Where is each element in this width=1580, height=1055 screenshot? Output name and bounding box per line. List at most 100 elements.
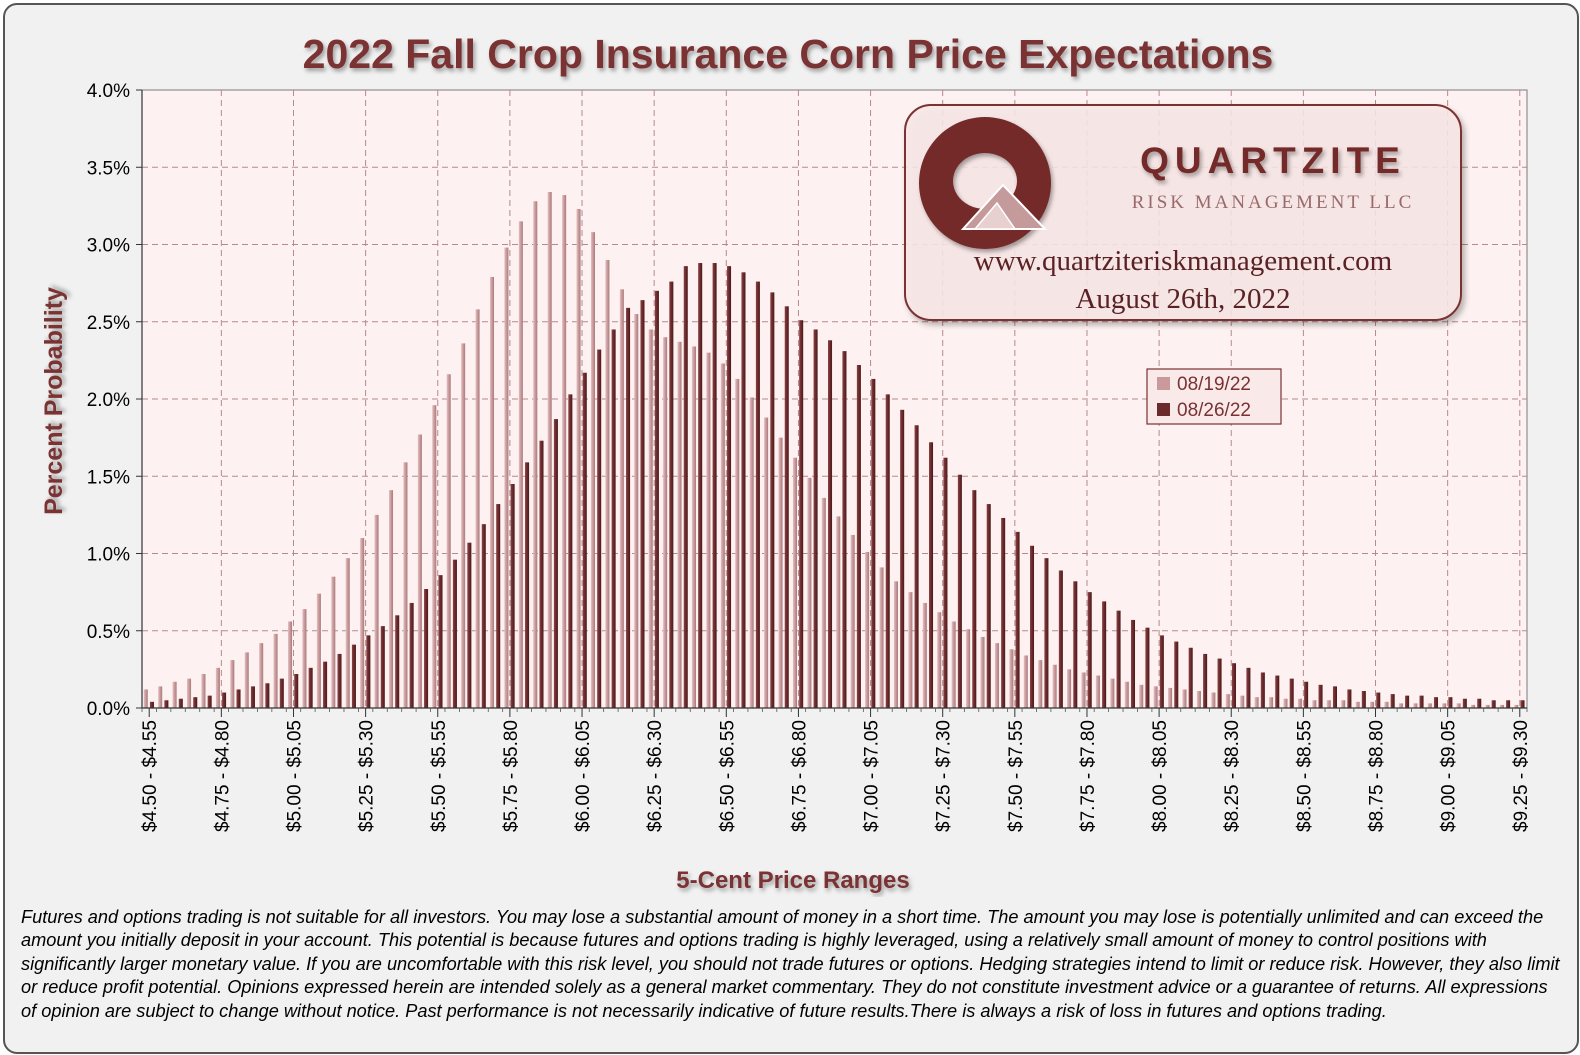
bar-08-19-22 [1182, 689, 1187, 708]
bar-08-19-22 [1095, 675, 1100, 708]
bar-08-19-22 [619, 289, 624, 708]
bar-08-26-22 [1448, 697, 1453, 708]
bar-08-26-22 [380, 626, 385, 708]
bar-08-26-22 [424, 589, 429, 708]
bar-08-19-22 [922, 602, 927, 708]
y-tick-label: 0.0% [87, 699, 130, 720]
bar-08-19-22 [403, 462, 408, 708]
bar-08-26-22 [337, 653, 342, 708]
bar-08-26-22 [885, 394, 890, 708]
bar-08-19-22 [706, 352, 711, 708]
bar-08-26-22 [1376, 692, 1381, 708]
bar-08-26-22 [222, 692, 227, 708]
bar-08-19-22 [836, 516, 841, 708]
bar-08-19-22 [576, 208, 581, 708]
bar-08-26-22 [438, 575, 443, 708]
bar-08-26-22 [986, 504, 991, 708]
bar-08-19-22 [1269, 697, 1274, 708]
bar-08-19-22 [850, 534, 855, 708]
bar-08-19-22 [980, 636, 985, 708]
bar-08-19-22 [489, 276, 495, 708]
bar-08-26-22 [1130, 619, 1136, 708]
bar-08-19-22 [865, 551, 870, 708]
bar-08-26-22 [1015, 531, 1020, 708]
bar-08-19-22 [1355, 701, 1360, 708]
bar-08-19-22 [201, 674, 206, 708]
bar-08-19-22 [1225, 694, 1230, 708]
x-tick-label: $8.25 - $8.30 [1222, 720, 1243, 832]
bar-08-26-22 [741, 272, 746, 708]
bar-08-26-22 [784, 306, 789, 708]
bar-08-26-22 [1029, 545, 1035, 708]
bar-08-19-22 [504, 247, 509, 708]
bar-08-19-22 [1456, 703, 1461, 708]
bar-08-26-22 [496, 504, 501, 708]
bar-08-19-22 [547, 191, 552, 709]
bar-08-26-22 [1491, 700, 1496, 708]
bar-08-19-22 [821, 497, 826, 708]
bar-08-26-22 [871, 378, 876, 708]
bar-08-26-22 [1260, 672, 1265, 708]
bar-08-19-22 [143, 689, 148, 708]
legend-label-0819: 08/19/22 [1177, 374, 1251, 395]
bar-08-19-22 [1442, 703, 1447, 708]
bar-08-19-22 [388, 490, 394, 708]
logo-box: QUARTZITE RISK MANAGEMENT LLC www.quartz… [904, 104, 1462, 321]
y-tick-label: 3.0% [87, 236, 130, 257]
bar-08-19-22 [331, 576, 336, 708]
bar-08-19-22 [1471, 704, 1476, 708]
bar-08-19-22 [691, 346, 696, 708]
bar-08-26-22 [1102, 601, 1107, 708]
y-tick-label: 3.5% [87, 158, 130, 179]
y-tick-label: 0.5% [87, 622, 130, 643]
bar-08-26-22 [1405, 695, 1410, 708]
bar-08-26-22 [467, 542, 472, 708]
bar-08-19-22 [807, 477, 812, 708]
bar-08-26-22 [1174, 641, 1179, 708]
bar-08-26-22 [1217, 658, 1222, 708]
bar-08-26-22 [1390, 694, 1395, 708]
x-tick-label: $9.25 - $9.30 [1511, 720, 1532, 832]
bar-08-26-22 [553, 419, 558, 708]
bar-08-19-22 [937, 612, 942, 708]
bar-08-19-22 [461, 343, 466, 708]
bar-08-26-22 [279, 678, 284, 708]
bar-08-26-22 [727, 266, 732, 708]
bar-08-26-22 [972, 490, 977, 708]
bar-08-26-22 [1145, 627, 1150, 708]
bar-08-26-22 [366, 635, 371, 708]
bar-08-26-22 [1332, 686, 1337, 708]
bar-08-19-22 [1312, 700, 1317, 708]
bar-08-19-22 [720, 363, 725, 708]
bar-08-19-22 [1341, 700, 1346, 708]
x-tick-label: $4.75 - $4.80 [212, 720, 233, 832]
x-tick-label: $7.75 - $7.80 [1078, 720, 1099, 832]
bar-08-19-22 [677, 341, 682, 708]
x-tick-label: $6.25 - $6.30 [645, 720, 666, 832]
chart: 2022 Fall Crop Insurance Corn Price Expe… [40, 31, 1532, 894]
bar-08-26-22 [568, 394, 573, 708]
bars [143, 191, 1525, 709]
bar-08-19-22 [432, 405, 437, 708]
bar-08-19-22 [1297, 698, 1302, 708]
bar-08-19-22 [1398, 703, 1403, 708]
bar-08-26-22 [1188, 647, 1193, 708]
bar-08-19-22 [1413, 703, 1418, 708]
x-tick-label: $8.50 - $8.55 [1294, 720, 1315, 832]
bar-08-26-22 [1318, 684, 1323, 708]
bar-08-26-22 [539, 440, 544, 708]
bar-08-26-22 [250, 686, 255, 708]
bar-08-19-22 [749, 397, 754, 708]
bar-08-19-22 [792, 457, 797, 708]
bar-08-19-22 [1067, 669, 1072, 709]
bar-08-19-22 [446, 374, 451, 708]
bar-08-19-22 [908, 592, 913, 709]
bar-08-26-22 [755, 281, 760, 708]
bar-08-19-22 [951, 621, 956, 708]
y-tick-label: 4.0% [87, 81, 130, 102]
bar-08-26-22 [1506, 700, 1511, 708]
bar-08-26-22 [395, 615, 400, 708]
bar-08-26-22 [929, 442, 934, 708]
bar-08-26-22 [900, 409, 905, 708]
bar-08-19-22 [1283, 698, 1288, 708]
